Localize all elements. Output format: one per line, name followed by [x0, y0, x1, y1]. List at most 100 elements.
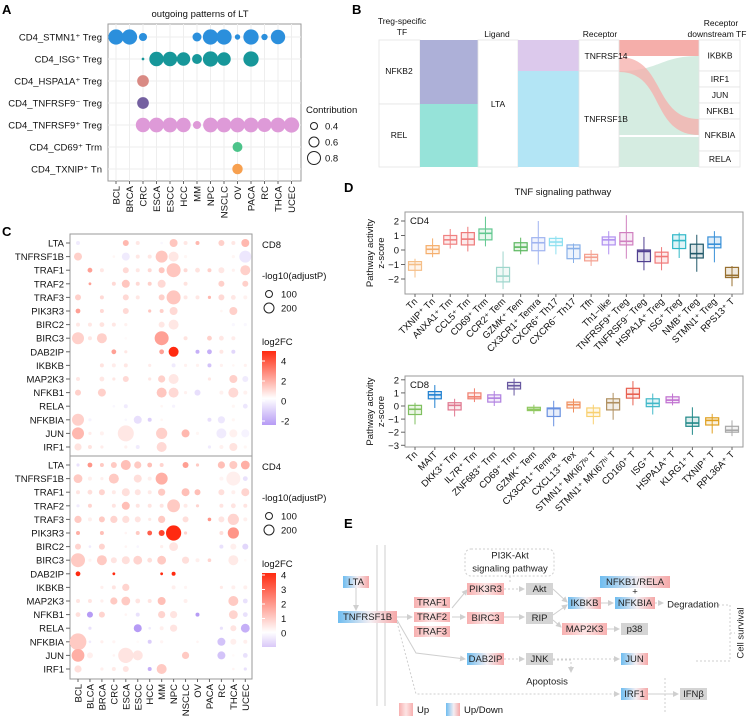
expression-dot — [195, 463, 200, 467]
gene-label: MAP2K3 — [27, 597, 65, 608]
expression-dot — [207, 363, 212, 368]
contribution-dot — [137, 75, 149, 87]
contribution-dot — [138, 32, 148, 42]
ligand-box — [477, 39, 519, 168]
expression-dot — [182, 516, 189, 523]
expression-dot — [219, 363, 223, 367]
expression-dot — [135, 612, 140, 617]
gene-label: JUN — [46, 429, 65, 440]
expression-dot — [118, 647, 134, 664]
panel-label-c: C — [2, 224, 12, 239]
expression-dot — [76, 599, 80, 603]
expression-dot — [156, 387, 167, 398]
expression-dot — [207, 558, 212, 562]
expression-dot — [87, 462, 93, 468]
expression-dot — [86, 611, 93, 618]
colorbar-tick-label: -2 — [281, 417, 289, 428]
expression-dot — [134, 461, 142, 469]
expression-dot — [111, 667, 116, 671]
node-label: NFKB1/RELA — [606, 577, 665, 588]
x-tick-label: ESCC — [133, 684, 144, 711]
arrow-rip-map2k3 — [552, 619, 562, 628]
expression-dot — [111, 363, 116, 368]
expression-dot — [207, 335, 212, 341]
box-element — [685, 407, 700, 435]
expression-dot — [230, 625, 237, 632]
expression-dot — [159, 626, 164, 631]
expression-dot — [76, 322, 80, 327]
expression-dot — [241, 239, 250, 247]
x-tick-label: THCA — [229, 683, 240, 710]
colorbar — [262, 351, 276, 425]
box-element — [513, 237, 528, 255]
box-element — [705, 413, 720, 434]
expression-dot — [183, 281, 188, 286]
expression-dot — [171, 571, 176, 576]
expression-dot — [219, 335, 224, 341]
box-element — [467, 388, 482, 403]
box-element — [654, 247, 669, 271]
node-box — [526, 612, 553, 624]
receptor-label: TNFRSF1B — [584, 114, 628, 124]
expression-dot — [73, 474, 83, 483]
expression-dot — [228, 387, 239, 398]
expression-dot — [231, 268, 235, 272]
expression-dot — [232, 667, 235, 671]
pi3k-akt-label-2: signaling pathway — [472, 564, 548, 575]
expression-dot — [195, 558, 200, 563]
expression-dot — [88, 558, 92, 562]
box-iqr — [447, 402, 462, 411]
expression-dot — [218, 516, 225, 523]
expression-dot — [98, 611, 105, 618]
expression-dot — [242, 280, 249, 287]
expression-dot — [147, 530, 153, 536]
contribution-dot — [176, 52, 191, 66]
cell-survival-bracket — [695, 604, 731, 662]
panel-label-d: D — [344, 180, 353, 195]
expression-dot — [207, 377, 212, 381]
box-element — [645, 393, 660, 415]
expression-dot — [88, 545, 92, 548]
expression-dot — [148, 377, 152, 381]
expression-dot — [242, 612, 248, 617]
color-legend-title: log2FC — [262, 337, 293, 348]
expression-dot — [218, 489, 225, 496]
expression-dot — [243, 639, 248, 644]
contribution-dot — [234, 34, 241, 40]
gene-label: RELA — [39, 624, 64, 635]
gene-label: TRAF2 — [34, 501, 64, 512]
contribution-dot — [192, 54, 202, 64]
size-legend-label: 100 — [281, 512, 297, 523]
node-label: IFNβ — [683, 689, 704, 700]
expression-dot — [158, 611, 166, 619]
expression-dot — [88, 640, 92, 644]
expression-dot — [231, 255, 235, 259]
expression-dot — [74, 515, 82, 524]
expression-dot — [229, 307, 238, 315]
row-label: CD4_STMN1⁺ Treg — [19, 33, 102, 44]
expression-dot — [121, 279, 130, 288]
panel-a-title: outgoing patterns of LT — [152, 9, 249, 20]
expression-dot — [183, 268, 188, 273]
degradation-label: Degradation — [667, 600, 719, 611]
expression-dot — [219, 390, 224, 395]
expression-dot — [147, 417, 152, 422]
node-box — [621, 623, 648, 635]
expression-dot — [195, 363, 200, 367]
expression-dot — [167, 499, 181, 513]
expression-dot — [71, 553, 85, 568]
cell-survival-label: Cell survival — [736, 607, 747, 658]
node-box — [414, 612, 450, 622]
expression-dot — [98, 489, 105, 496]
expression-dot — [168, 319, 179, 330]
expression-dot — [76, 504, 80, 508]
expression-dot — [159, 309, 164, 313]
node-traf3: TRAF3 — [414, 626, 450, 638]
size-legend-label: 200 — [281, 526, 297, 537]
node-label: BIRC3 — [472, 613, 500, 624]
box-element — [619, 215, 634, 259]
node-box — [621, 653, 648, 665]
size-legend-circle — [308, 136, 320, 148]
downstream-box — [698, 150, 741, 168]
expression-dot — [71, 649, 85, 662]
